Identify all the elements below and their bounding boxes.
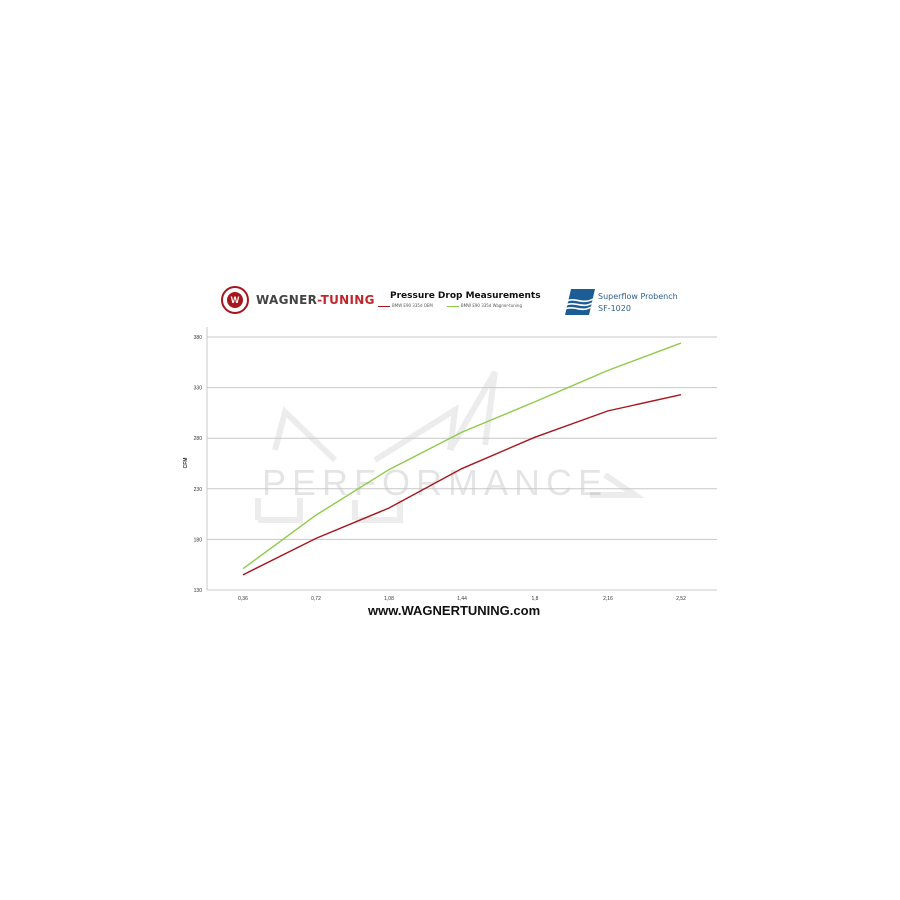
wagner-logo: W: [221, 286, 249, 314]
series-line-oem: [242, 394, 682, 576]
chart-title: Pressure Drop Measurements: [390, 291, 541, 301]
x-tick-label: 1,44: [457, 596, 467, 602]
watermark-text: PERFORMANCE: [262, 462, 608, 503]
legend-item-wagner: BMW E90 335d Wagner-tuning: [446, 303, 522, 308]
superflow-logo: [565, 289, 595, 315]
legend-item-oem: BMW E90 335d OEM: [378, 303, 433, 308]
series-line-wagner: [242, 342, 682, 570]
x-tick-label: 2,52: [676, 596, 686, 602]
website-url[interactable]: www.WAGNERTUNING.com: [368, 603, 541, 618]
y-tick-label: 180: [194, 537, 203, 543]
y-tick-label: 380: [194, 335, 203, 341]
bench-line2: SF-1020: [598, 304, 631, 313]
y-tick-label: 330: [194, 386, 203, 392]
x-tick-label: 1,8: [532, 596, 539, 602]
brand-name: WAGNER-TUNING: [256, 293, 375, 307]
x-tick-label: 0,72: [311, 596, 321, 602]
x-tick-label: 2,16: [603, 596, 613, 602]
x-tick-label: 0,36: [238, 596, 248, 602]
y-tick-label: 280: [194, 436, 203, 442]
bench-line1: Superflow Probench: [598, 292, 678, 301]
x-tick-label: 1,08: [384, 596, 394, 602]
y-tick-label: 230: [194, 487, 203, 493]
legend: BMW E90 335d OEM BMW E90 335d Wagner-tun…: [378, 303, 522, 308]
y-tick-label: 130: [194, 588, 203, 594]
y-axis-label: CFM: [183, 458, 189, 469]
